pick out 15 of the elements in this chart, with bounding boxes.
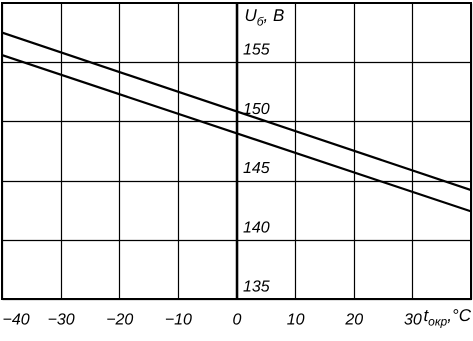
x-axis-title: t$_{окр}$,°C <box>423 306 471 328</box>
y-tick-label: 150 <box>243 100 270 118</box>
x-tick-label: −10 <box>164 312 192 328</box>
x-tick-label: −30 <box>48 312 75 328</box>
y-tick-label: 140 <box>243 219 270 236</box>
x-tick-label: 20 <box>344 312 364 328</box>
x-tick-label: −20 <box>106 312 134 328</box>
y-tick-label: 145 <box>243 160 270 178</box>
y-tick-label: 135 <box>243 278 270 296</box>
x-tick-label: −40 <box>2 312 30 328</box>
x-tick-label: 10 <box>286 312 305 328</box>
y-axis-title: U$_{б}$, В <box>244 6 284 28</box>
x-tick-label: 0 <box>232 312 242 328</box>
x-tick-label: 30 <box>404 312 422 328</box>
y-tick-label: 155 <box>243 42 270 59</box>
